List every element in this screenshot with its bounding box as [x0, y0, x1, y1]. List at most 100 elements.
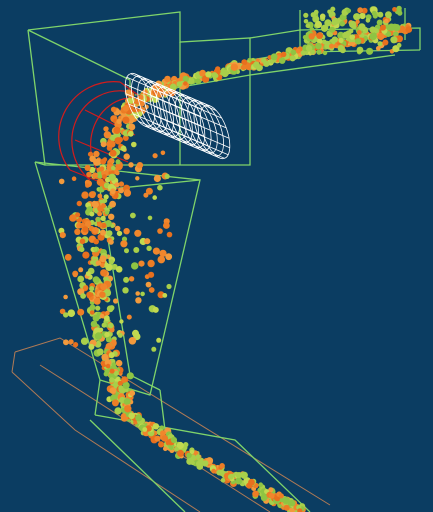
particle [115, 359, 123, 367]
particle [99, 313, 105, 319]
particle [395, 35, 403, 43]
particle [357, 7, 364, 14]
particle [63, 294, 68, 300]
particle [100, 229, 106, 236]
particle [100, 215, 106, 222]
particle [295, 48, 301, 54]
particle [151, 346, 157, 352]
particle [157, 228, 163, 234]
particle [117, 380, 123, 386]
particle [58, 178, 65, 185]
particle [95, 260, 102, 266]
particle [288, 499, 296, 507]
particle [102, 174, 107, 180]
particle [319, 13, 326, 20]
particle [187, 77, 195, 85]
particle [122, 287, 129, 294]
particle [138, 94, 144, 100]
hood-arc [71, 90, 131, 181]
drum-rib [146, 85, 222, 119]
particle [310, 12, 316, 18]
particle [152, 195, 157, 200]
drum-rib [128, 103, 204, 137]
particle [100, 269, 108, 277]
particle [92, 227, 99, 234]
particle [348, 28, 354, 34]
conveyor-edge [11, 371, 201, 512]
particle [148, 271, 155, 278]
particle [124, 89, 132, 97]
particle [183, 81, 188, 86]
particle [129, 390, 136, 397]
particle [195, 454, 201, 460]
particle [278, 493, 284, 499]
drum-rib [135, 73, 211, 107]
particle [107, 322, 114, 329]
particle [121, 413, 127, 419]
particle [92, 314, 100, 322]
particle [131, 262, 139, 270]
particle [324, 19, 332, 27]
particle [359, 12, 366, 20]
particle [384, 18, 389, 24]
particle [135, 291, 140, 296]
particle [241, 59, 248, 66]
particle [108, 373, 115, 379]
particle [132, 329, 139, 337]
particle [124, 405, 132, 413]
particle [316, 38, 323, 44]
particle [108, 259, 115, 265]
particle [174, 446, 179, 452]
particle [308, 33, 315, 40]
particle [387, 23, 396, 31]
particle [164, 75, 171, 83]
particle [115, 162, 123, 171]
particle [108, 239, 114, 245]
particle [382, 39, 389, 46]
particle [253, 61, 260, 69]
particle [75, 212, 81, 218]
conveyor-edge [11, 351, 16, 373]
particle [371, 10, 377, 16]
particle [97, 193, 103, 199]
particle [80, 337, 89, 345]
particle [127, 96, 135, 104]
particle [109, 149, 117, 157]
particle [88, 191, 96, 199]
particle [280, 51, 287, 58]
particle [166, 283, 172, 290]
particle [85, 183, 90, 188]
particle [93, 150, 100, 158]
particle [270, 53, 278, 61]
particle [235, 477, 243, 485]
particle [329, 43, 335, 49]
particle [96, 348, 104, 356]
particle [305, 23, 311, 29]
particle [90, 260, 95, 265]
particle [356, 46, 364, 54]
particle [297, 508, 303, 512]
particle [146, 245, 152, 251]
particle [78, 267, 84, 273]
particle [246, 482, 253, 489]
particle [116, 230, 123, 237]
particle [86, 171, 92, 178]
particle [289, 55, 296, 62]
particle [89, 310, 95, 315]
drum-rib [154, 115, 230, 149]
particle [377, 41, 383, 47]
particle [122, 104, 130, 112]
particle [128, 276, 135, 282]
particle [310, 49, 316, 55]
particle [302, 35, 308, 40]
particle [126, 314, 132, 320]
particle [123, 189, 132, 197]
particle [103, 131, 112, 139]
particle [76, 200, 83, 207]
particle [159, 249, 167, 257]
particle [93, 247, 98, 252]
particle [114, 182, 120, 188]
particle [353, 13, 361, 21]
drum-rib [151, 95, 227, 129]
particle [80, 293, 86, 299]
